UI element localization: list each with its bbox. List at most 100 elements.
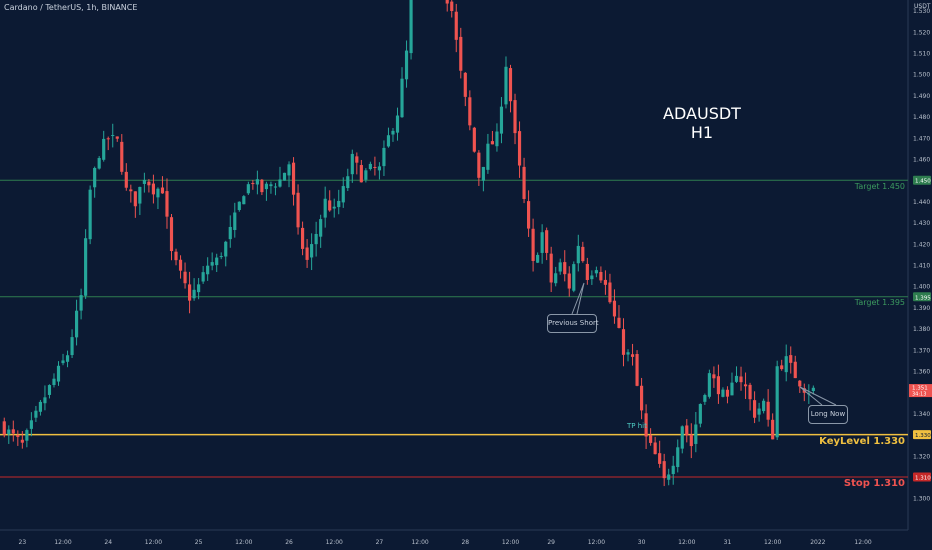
candle-body xyxy=(594,270,598,274)
level-badge-stop xyxy=(913,472,931,482)
level-badge-target xyxy=(913,175,931,185)
candle-body xyxy=(74,310,79,338)
level-badge-target xyxy=(913,292,931,302)
candle-body xyxy=(65,355,70,362)
candle-body xyxy=(332,206,336,209)
annotation-timeframe: H1 xyxy=(690,123,714,142)
candle-body xyxy=(260,179,264,193)
candle-body xyxy=(531,228,535,261)
candle-body xyxy=(382,147,386,167)
candle-body xyxy=(56,365,61,382)
candle-body xyxy=(811,387,815,392)
candle-body xyxy=(734,375,739,382)
candle-body xyxy=(486,143,490,170)
candle-body xyxy=(590,275,594,280)
candle-body xyxy=(784,356,788,373)
price-tick-label: 1.320 xyxy=(913,453,930,460)
candle-body xyxy=(526,201,531,229)
candle-body xyxy=(639,385,644,411)
candle-body xyxy=(169,217,174,252)
time-tick-label: 12:00 xyxy=(678,539,695,546)
target-1-label: Target 1.450 xyxy=(854,182,905,191)
candle-body xyxy=(93,167,97,188)
time-tick-label: 27 xyxy=(376,539,384,546)
candle-body xyxy=(156,188,160,198)
candle-body xyxy=(671,465,675,475)
candle-body xyxy=(79,295,83,311)
candle-body xyxy=(630,354,635,357)
candle-body xyxy=(409,0,413,54)
candle-body xyxy=(391,130,395,135)
previous-short-callout[interactable]: Previous Short xyxy=(547,314,599,333)
candle-body xyxy=(242,196,246,205)
candle-body xyxy=(504,66,508,105)
candle-body xyxy=(798,380,802,387)
price-tick-label: 1.510 xyxy=(913,51,930,58)
candle-body xyxy=(490,141,495,145)
candle-body xyxy=(658,453,662,464)
time-tick-label: 12:00 xyxy=(145,539,162,546)
candle-body xyxy=(368,163,372,170)
candle-body xyxy=(34,410,38,418)
candle-body xyxy=(201,272,205,282)
level-badge-text: 1.310 xyxy=(915,476,931,482)
time-tick-label: 24 xyxy=(104,539,112,546)
candle-body xyxy=(129,189,133,192)
candle-body xyxy=(780,365,784,370)
time-tick-label: 25 xyxy=(195,539,203,546)
candle-body xyxy=(400,78,404,118)
candle-body xyxy=(712,374,716,379)
candle-body xyxy=(517,131,522,166)
symbol-title[interactable]: Cardano / TetherUS, 1h, BINANCE xyxy=(4,3,138,12)
candle-body xyxy=(703,395,707,402)
time-tick-label: 12:00 xyxy=(411,539,428,546)
candle-body xyxy=(255,179,259,185)
candle-body xyxy=(206,265,210,275)
candle-body xyxy=(793,361,797,379)
time-tick-label: 31 xyxy=(724,539,732,546)
candle-body xyxy=(16,435,20,437)
time-tick-label: 12:00 xyxy=(235,539,252,546)
candle-body xyxy=(667,474,671,480)
candle-body xyxy=(7,429,11,435)
candle-body xyxy=(721,389,725,397)
candle-body xyxy=(328,200,332,211)
candle-body xyxy=(766,401,770,420)
time-tick-label: 12:00 xyxy=(854,539,871,546)
candle-body xyxy=(789,355,793,363)
candle-body xyxy=(147,181,151,186)
candle-body xyxy=(499,106,504,134)
candle-body xyxy=(219,256,223,258)
candle-body xyxy=(197,284,201,293)
price-tick-label: 1.360 xyxy=(913,369,930,376)
candle-body xyxy=(748,384,752,400)
price-tick-label: 1.410 xyxy=(913,263,930,270)
long-now-callout[interactable]: Long Now xyxy=(808,405,848,424)
candle-body xyxy=(102,138,106,160)
candle-body xyxy=(445,0,449,4)
candle-body xyxy=(508,68,513,102)
candle-body xyxy=(278,179,282,187)
candle-body xyxy=(287,164,291,176)
candle-body xyxy=(545,230,549,253)
price-tick-label: 1.430 xyxy=(913,220,930,227)
candle-body xyxy=(762,400,766,412)
candle-body xyxy=(133,191,137,207)
candle-body xyxy=(228,226,232,240)
candle-body xyxy=(341,186,345,203)
countdown-text: 34:13 xyxy=(912,392,926,398)
current-price-badge xyxy=(909,384,932,398)
time-tick-label: 2022 xyxy=(810,539,825,546)
candle-body xyxy=(644,413,648,437)
candle-body xyxy=(319,219,323,237)
candle-body xyxy=(563,262,567,275)
price-tick-label: 1.530 xyxy=(913,8,930,15)
candle-body xyxy=(694,424,698,444)
price-tick-label: 1.520 xyxy=(913,29,930,36)
candle-body xyxy=(752,400,757,418)
candle-body xyxy=(111,135,115,137)
candle-body xyxy=(635,354,639,386)
candle-body xyxy=(617,317,621,328)
